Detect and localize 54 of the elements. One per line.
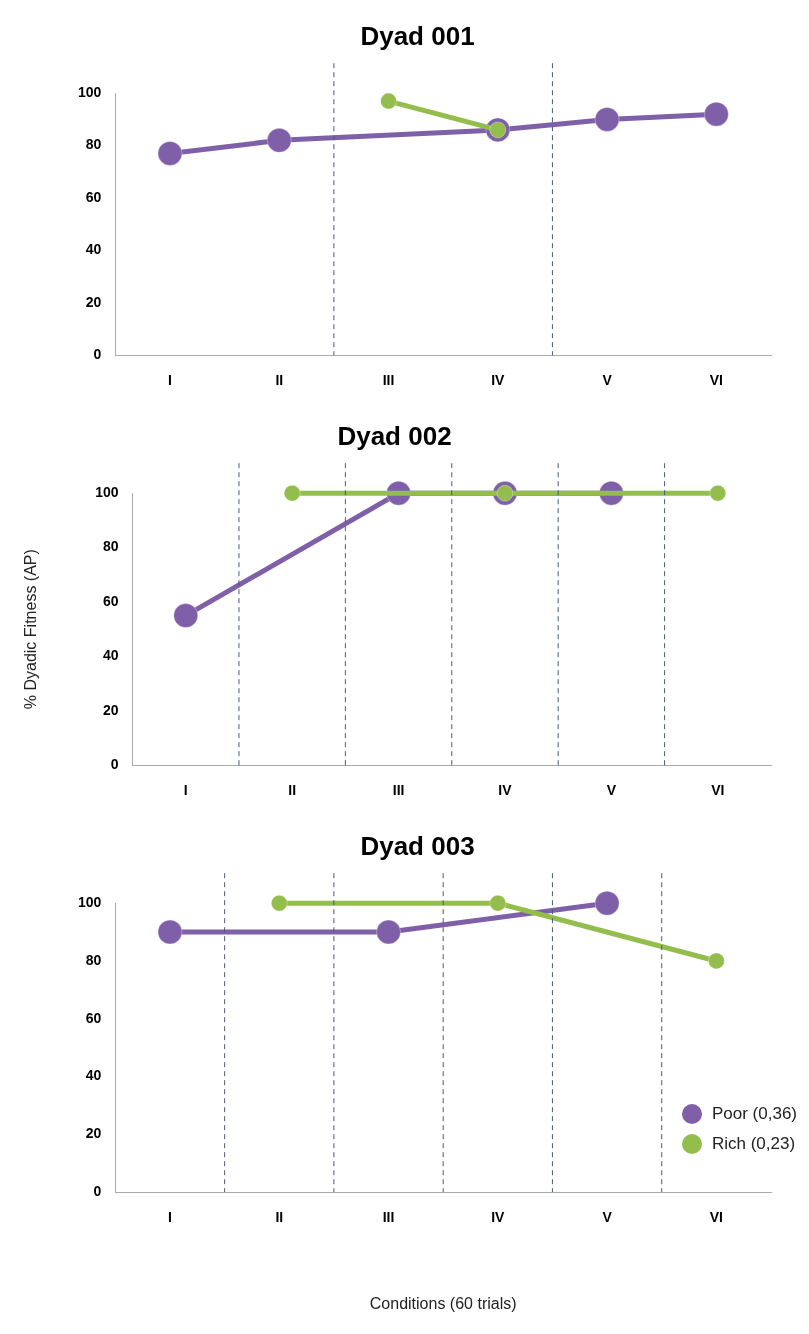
x-tick-label: V <box>606 782 617 799</box>
x-tick-label: V <box>602 372 613 389</box>
y-tick-label: 0 <box>93 1182 102 1199</box>
point <box>266 127 292 153</box>
x-tick-label: VI <box>709 372 723 389</box>
x-tick-label: V <box>602 1209 613 1226</box>
y-tick-label: 80 <box>85 136 102 153</box>
x-tick-label: III <box>382 372 395 389</box>
point <box>489 894 507 912</box>
y-tick-label: 20 <box>85 1125 102 1142</box>
y-tick-label: 60 <box>102 592 119 609</box>
point <box>703 101 729 127</box>
y-tick-label: 20 <box>85 293 102 310</box>
x-tick-label: IV <box>491 1209 506 1226</box>
chart-title: Dyad 001 <box>360 20 475 51</box>
legend-label: Rich (0,23) <box>711 1134 796 1154</box>
legend-label: Poor (0,36) <box>711 1104 797 1124</box>
x-tick-label: IV <box>491 372 506 389</box>
x-tick-label: VI <box>709 1209 723 1226</box>
point <box>376 919 402 945</box>
x-tick-label: III <box>392 782 405 799</box>
point <box>594 890 620 916</box>
chart-title: Dyad 002 <box>337 420 452 451</box>
point <box>594 106 620 132</box>
y-tick-label: 100 <box>78 894 102 911</box>
point <box>157 140 183 166</box>
y-tick-label: 40 <box>102 647 119 664</box>
y-tick-label: 0 <box>110 756 119 773</box>
x-tick-label: I <box>168 1209 172 1226</box>
y-tick-label: 80 <box>85 951 102 968</box>
point <box>157 919 183 945</box>
y-tick-label: 0 <box>93 346 102 363</box>
x-tick-label: VI <box>711 782 725 799</box>
x-tick-label: II <box>288 782 297 799</box>
y-tick-label: 60 <box>85 1009 102 1026</box>
y-tick-label: 100 <box>78 84 102 101</box>
point <box>270 894 288 912</box>
y-axis-title: % Dyadic Fitness (AP) <box>22 549 40 710</box>
x-tick-label: III <box>382 1209 395 1226</box>
x-tick-label: II <box>275 372 284 389</box>
y-tick-label: 40 <box>85 1067 102 1084</box>
x-tick-label: I <box>183 782 188 799</box>
y-tick-label: 100 <box>95 484 119 501</box>
y-tick-label: 60 <box>85 188 102 205</box>
x-tick-label: II <box>275 1209 284 1226</box>
chart-title: Dyad 003 <box>360 830 475 861</box>
y-tick-label: 80 <box>102 538 119 555</box>
y-tick-label: 20 <box>102 701 119 718</box>
point <box>380 92 398 110</box>
x-axis-title: Conditions (60 trials) <box>369 1294 517 1312</box>
y-tick-label: 40 <box>85 241 102 258</box>
x-tick-label: IV <box>498 782 513 799</box>
point <box>707 952 725 970</box>
x-tick-label: I <box>168 372 172 389</box>
